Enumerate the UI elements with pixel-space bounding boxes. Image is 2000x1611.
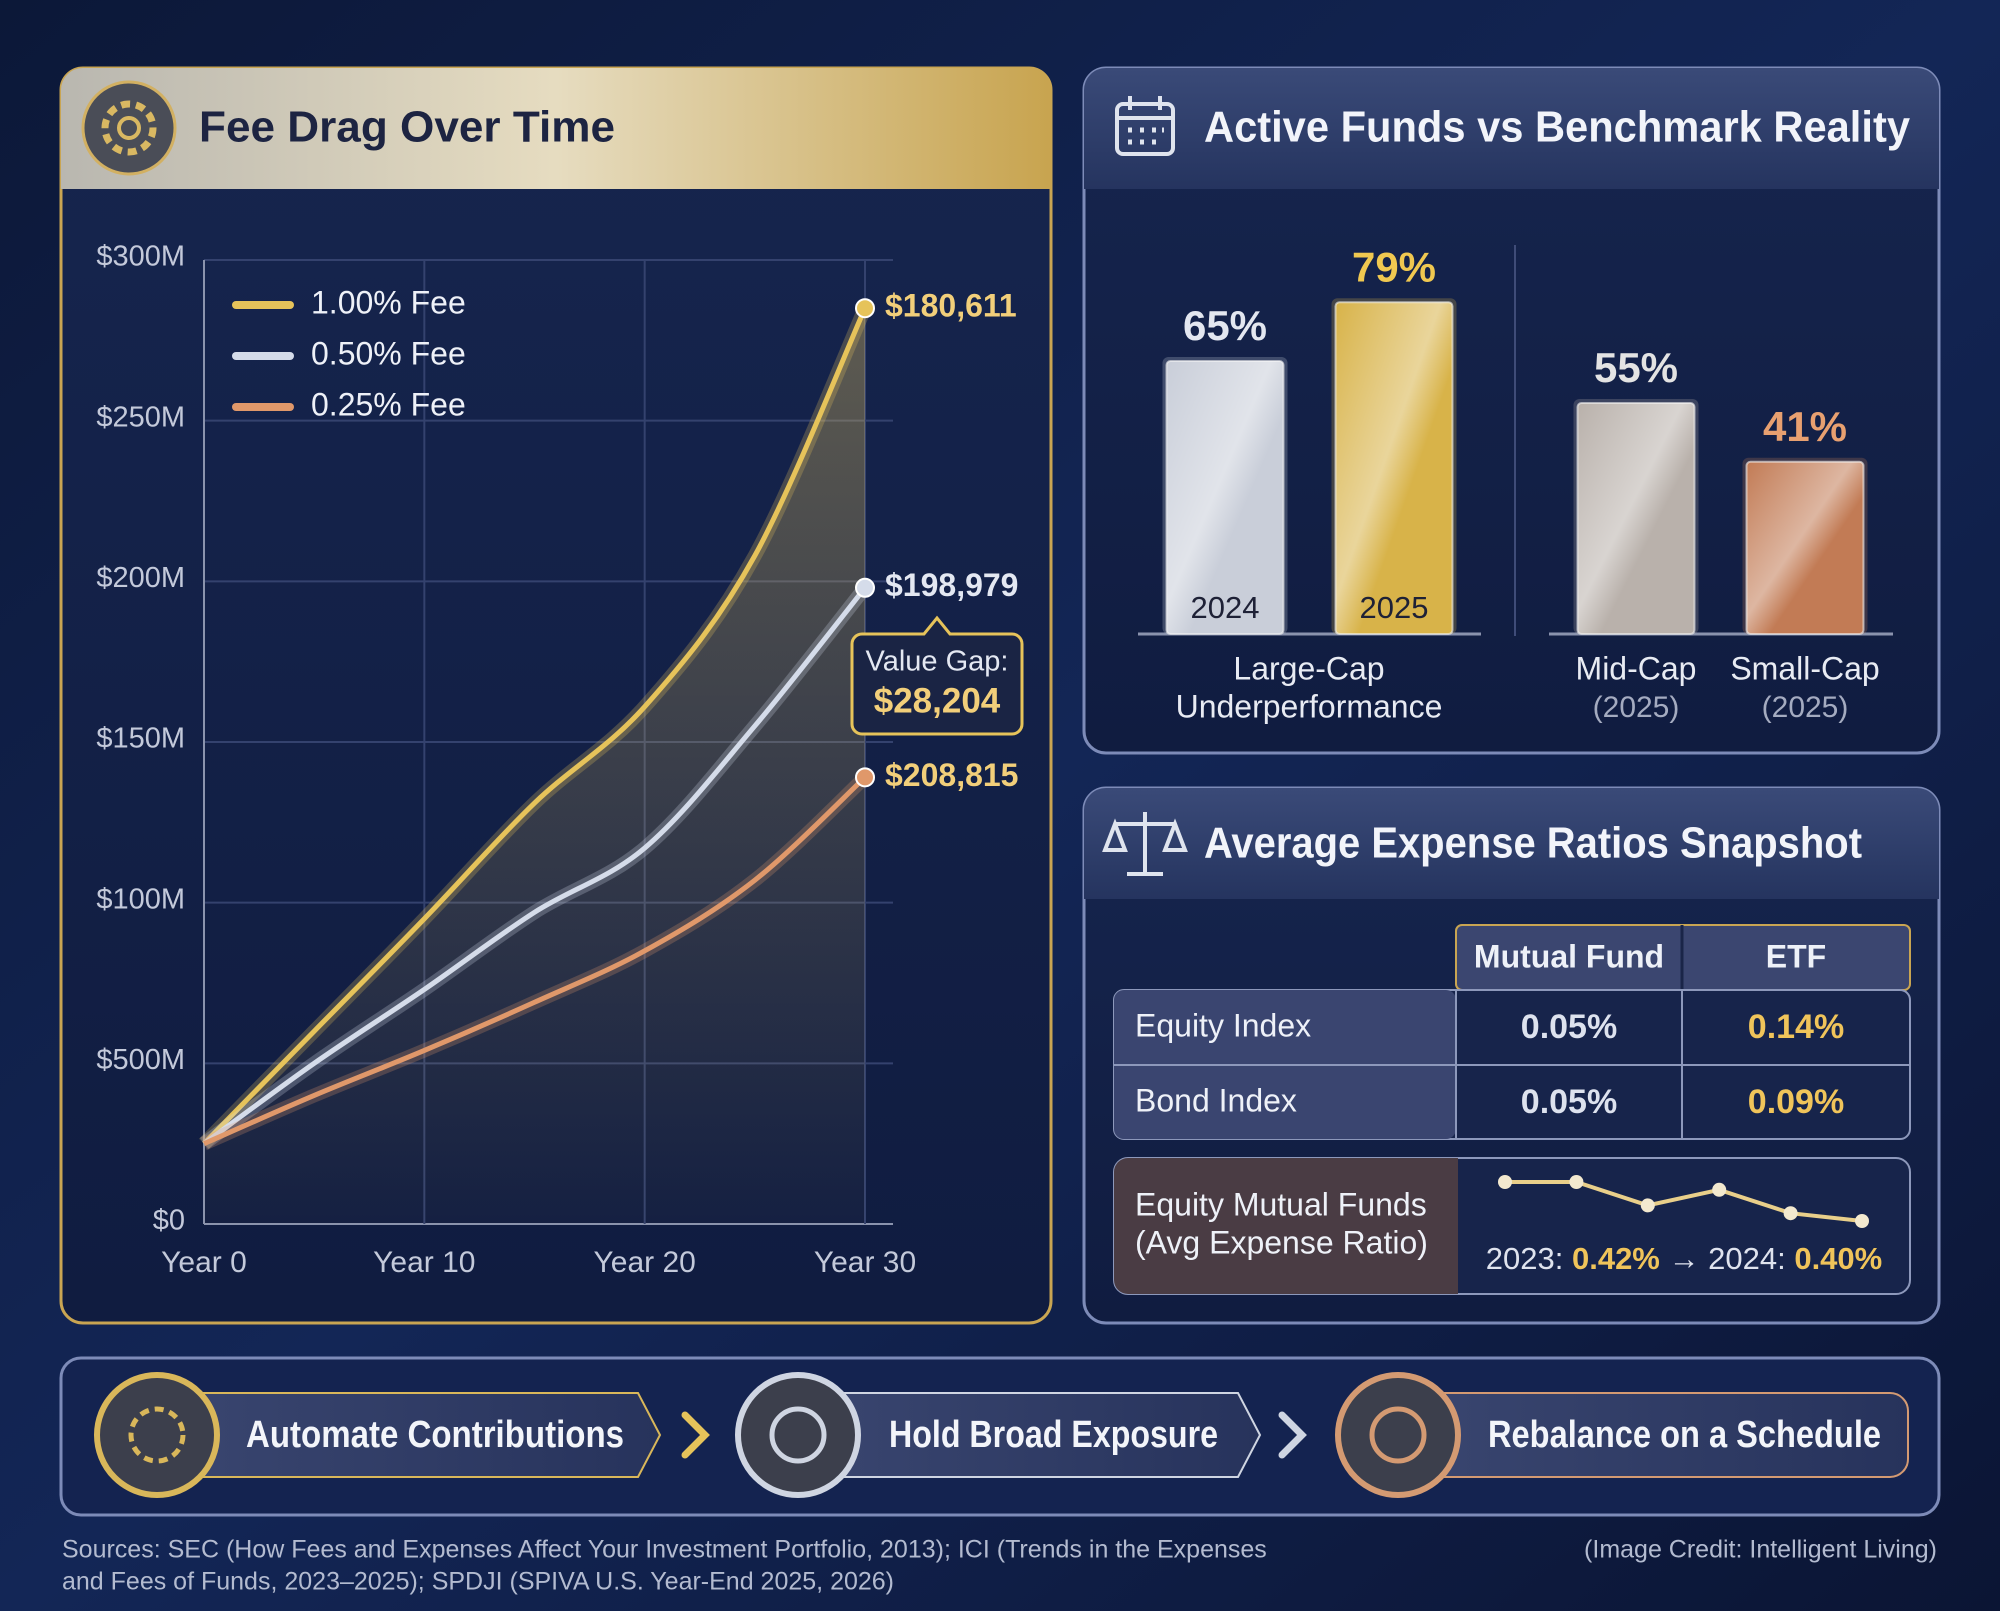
column-header: ETF (1766, 938, 1826, 974)
step-chevron (1278, 1411, 1307, 1459)
group-label: Underperformance (1176, 688, 1443, 724)
gap-title: Value Gap: (866, 646, 1009, 678)
sparkline-point (1783, 1206, 1798, 1221)
step-label: Hold Broad Exposure (889, 1414, 1218, 1456)
value-label: 65% (1183, 302, 1267, 349)
step-icon-inner (1369, 1406, 1427, 1464)
y-tick-label: $500M (96, 1044, 185, 1076)
step-icon (1335, 1372, 1461, 1498)
y-tick-label: $100M (96, 883, 185, 915)
column-header: Mutual Fund (1474, 938, 1664, 974)
expense-header (1084, 788, 1939, 899)
image-credit: (Image Credit: Intelligent Living) (1584, 1536, 1937, 1564)
y-tick-label: $150M (96, 723, 185, 755)
end-label: $208,815 (885, 757, 1018, 793)
cell-value: 0.14% (1748, 1008, 1844, 1046)
calendar-icon (1115, 96, 1175, 156)
value-label: 55% (1594, 344, 1678, 391)
step-icon-inner (769, 1406, 827, 1464)
fee-title: Fee Drag Over Time (199, 103, 615, 152)
category-label: Mid-Cap (1576, 650, 1697, 686)
step-label: Rebalance on a Schedule (1488, 1414, 1881, 1456)
x-tick-label: Year 30 (814, 1246, 916, 1279)
step-icon (94, 1372, 220, 1498)
step-chevron (681, 1411, 710, 1459)
legend-label: 0.50% Fee (311, 335, 466, 371)
sparkline-point (1712, 1182, 1727, 1197)
sparkline-point (1498, 1175, 1512, 1189)
bar-inner-label: 2025 (1360, 590, 1429, 625)
trend-to-value: 0.40% (1794, 1241, 1882, 1276)
end-label: $180,611 (885, 288, 1017, 324)
end-point (855, 767, 875, 788)
bar-shine (1166, 361, 1284, 634)
active-title: Active Funds vs Benchmark Reality (1204, 103, 1910, 152)
value-label: 79% (1352, 243, 1436, 290)
row-label: Equity Index (1135, 1007, 1311, 1043)
trend-from-label: 2023: (1486, 1241, 1564, 1276)
category-label: Small-Cap (1730, 650, 1879, 686)
line (202, 307, 868, 1146)
step-icon (735, 1372, 861, 1498)
active-header (1084, 68, 1939, 189)
y-tick-label: $250M (96, 401, 185, 433)
group-label: Large-Cap (1233, 650, 1384, 686)
trend-label: (Avg Expense Ratio) (1135, 1224, 1428, 1260)
y-tick-label: $0 (153, 1205, 185, 1237)
gap-value: $28,204 (874, 681, 1001, 720)
sparkline-point (1569, 1175, 1584, 1189)
sources: Sources: SEC (How Fees and Expenses Affe… (62, 1536, 1267, 1564)
steps: Automate Contributions Hold Broad Exposur… (94, 1372, 1909, 1498)
step-label: Automate Contributions (246, 1414, 624, 1456)
gap-callout (850, 615, 1024, 736)
sparkline (1505, 1180, 1863, 1223)
trend-label: Equity Mutual Funds (1135, 1186, 1427, 1222)
sparkline-point (1855, 1214, 1869, 1228)
trend-summary: 2023: 0.42% → 2024: 0.40% (1486, 1241, 1882, 1276)
cell-value: 0.05% (1521, 1008, 1617, 1046)
value-label: 41% (1763, 403, 1847, 450)
bar-shine (1335, 302, 1453, 634)
sources: and Fees of Funds, 2023–2025); SPDJI (SP… (62, 1568, 894, 1596)
legend-label: 1.00% Fee (311, 284, 466, 320)
cell-value: 0.09% (1748, 1083, 1844, 1121)
row-label: Bond Index (1135, 1082, 1297, 1118)
end-point (855, 577, 875, 598)
line (202, 586, 867, 1146)
fee-header (61, 68, 1051, 189)
sparkline-point (1640, 1198, 1655, 1213)
bar-shine (1746, 461, 1864, 634)
scales-icon (1102, 812, 1188, 876)
trend-from-value: 0.42% (1572, 1241, 1660, 1276)
bar-shine (1577, 403, 1695, 634)
area (204, 308, 865, 1224)
expense-title: Average Expense Ratios Snapshot (1204, 819, 1862, 868)
line (202, 775, 867, 1146)
step-pill (1397, 1392, 1909, 1478)
end-label: $198,979 (885, 567, 1018, 603)
trend-label-cell (1114, 1158, 1458, 1294)
category-note: (2025) (1762, 691, 1849, 724)
bar-inner-label: 2024 (1191, 590, 1260, 625)
trend-arrow: → (1669, 1241, 1700, 1276)
y-tick-label: $200M (96, 562, 185, 594)
x-tick-label: Year 20 (594, 1246, 696, 1279)
x-tick-label: Year 0 (161, 1246, 247, 1279)
legend-label: 0.25% Fee (311, 386, 466, 422)
step-icon-inner (128, 1406, 186, 1464)
cell-value: 0.05% (1521, 1083, 1617, 1121)
y-tick-label: $300M (96, 241, 185, 273)
gear-icon (81, 80, 177, 176)
trend-to-label: 2024: (1708, 1241, 1786, 1276)
end-point (855, 298, 875, 319)
x-tick-label: Year 10 (373, 1246, 475, 1279)
category-note: (2025) (1593, 691, 1680, 724)
